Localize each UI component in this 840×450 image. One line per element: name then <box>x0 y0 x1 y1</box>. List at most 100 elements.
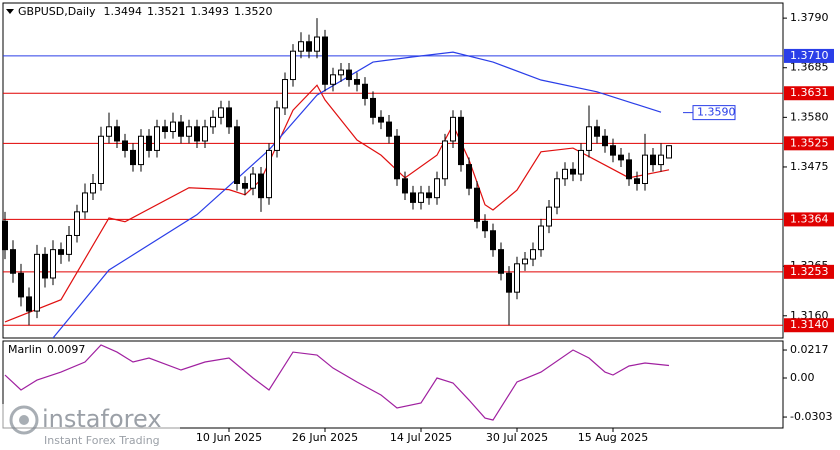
candle-body <box>122 140 128 151</box>
low-label: 1.3493 <box>191 5 230 18</box>
candle-body <box>354 79 360 85</box>
candle-body <box>218 107 224 118</box>
candle-body <box>442 140 448 180</box>
level-label: 1.3710 <box>790 49 829 62</box>
candle-body <box>522 258 528 265</box>
candle-body <box>130 149 136 166</box>
candle-body <box>506 272 512 293</box>
candle-body <box>642 154 648 184</box>
indicator-tick-label: 0.0217 <box>790 343 829 356</box>
indicator-line <box>4 344 670 421</box>
candle-body <box>386 121 392 137</box>
candle-body <box>98 135 104 184</box>
candle-body <box>82 192 88 213</box>
candle-body <box>482 220 488 232</box>
candle-body <box>162 126 168 133</box>
candle-body <box>618 154 624 161</box>
x-tick-label: 14 Jul 2025 <box>390 431 452 444</box>
candle-body <box>578 149 584 175</box>
level-label: 1.3525 <box>790 136 829 149</box>
level-label: 1.3631 <box>790 86 829 99</box>
candle-body <box>290 50 296 81</box>
level-label-bg <box>784 318 834 333</box>
candle-body <box>34 253 40 312</box>
candle-body <box>42 253 48 279</box>
moving-average <box>52 51 662 338</box>
indicator-tick-label: 0.00 <box>790 371 815 384</box>
candle-body <box>338 69 344 76</box>
candle-body <box>18 272 24 298</box>
moving-average <box>4 84 670 323</box>
candle-body <box>314 36 320 52</box>
candle-body <box>138 135 144 166</box>
candle-body <box>186 126 192 137</box>
menu-arrow <box>6 9 14 14</box>
candle-body <box>154 126 160 151</box>
candle-body <box>370 97 376 118</box>
indicator-name: Marlin <box>8 343 42 356</box>
level-label-bg <box>784 264 834 279</box>
candle-body <box>458 116 464 166</box>
close-label: 1.3520 <box>234 5 273 18</box>
candle-body <box>466 164 472 189</box>
logo-ring <box>9 405 39 435</box>
level-label-bg <box>784 48 834 63</box>
candle-body <box>570 168 576 175</box>
candle-body <box>378 116 384 123</box>
candle-body <box>362 83 368 99</box>
candle-body <box>146 135 152 151</box>
y-tick-label: 1.3790 <box>790 11 829 24</box>
candle-body <box>474 187 480 222</box>
watermark: instaforex Instant Forex Trading <box>0 404 180 450</box>
indicator-title: Marlin 0.0097 <box>8 343 85 356</box>
y-tick-label: 1.3580 <box>790 110 829 123</box>
candle-body <box>330 74 336 85</box>
x-tick-label: 15 Aug 2025 <box>578 431 648 444</box>
watermark-bg <box>0 404 180 450</box>
candle-body <box>266 149 272 199</box>
candle-body <box>402 178 408 194</box>
ma-label: 1.3590 <box>697 106 736 119</box>
candle-body <box>658 154 664 166</box>
candle-body <box>546 206 552 227</box>
candle-body <box>594 126 600 137</box>
candle-body <box>410 192 416 203</box>
candle-body <box>106 126 112 137</box>
candle-body <box>26 296 32 312</box>
ma-label-box <box>692 105 736 121</box>
candle-body <box>562 168 568 180</box>
candle-body <box>178 121 184 137</box>
candle-body <box>66 234 72 255</box>
indicator-tick-label: -0.0303 <box>790 410 832 423</box>
indicator-value: 0.0097 <box>47 343 86 356</box>
candle-body <box>538 225 544 251</box>
candle-body <box>114 126 120 142</box>
candle-body <box>626 159 632 180</box>
candle-body <box>610 145 616 156</box>
candle-body <box>426 192 432 199</box>
level-label-bg <box>784 136 834 151</box>
candle-body <box>234 126 240 184</box>
candle-body <box>498 249 504 274</box>
candle-body <box>210 116 216 128</box>
candle-body <box>306 41 312 52</box>
high-label: 1.3521 <box>147 5 186 18</box>
candle-body <box>634 178 640 184</box>
candle-body <box>90 182 96 194</box>
logo-core <box>19 415 29 425</box>
candle-body <box>250 173 256 189</box>
candle-body <box>586 126 592 151</box>
x-tick-label: 26 Jun 2025 <box>292 431 358 444</box>
symbol: GBPUSD,Daily <box>18 5 96 18</box>
level-label: 1.3253 <box>790 265 829 278</box>
candle-body <box>554 178 560 208</box>
candle-body <box>202 126 208 142</box>
candle-body <box>242 182 248 189</box>
candle-body <box>322 36 328 85</box>
candle-body <box>74 211 80 236</box>
candle-body <box>298 41 304 52</box>
chart-title: GBPUSD,Daily 1.3494 1.3521 1.3493 1.3520 <box>18 5 273 18</box>
candle-body <box>50 249 56 279</box>
candle-body <box>514 263 520 293</box>
